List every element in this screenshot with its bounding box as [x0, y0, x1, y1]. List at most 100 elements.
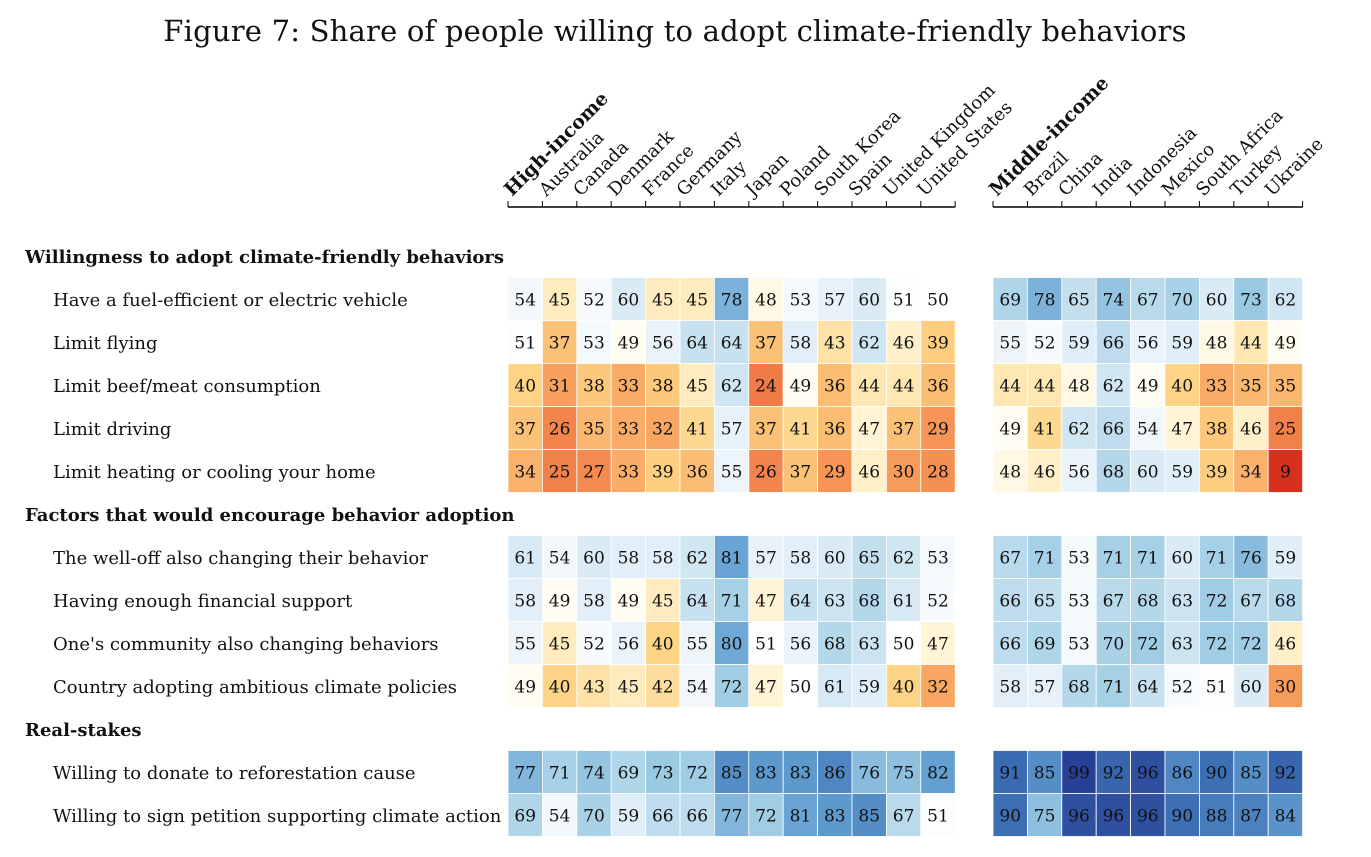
- cell-value: 44: [999, 377, 1021, 397]
- cell-value: 54: [549, 549, 571, 569]
- cell-value: 68: [824, 635, 846, 655]
- heatmap-cell: [817, 793, 853, 837]
- heatmap-cell: [1130, 621, 1166, 665]
- cell-value: 83: [824, 807, 846, 827]
- heatmap-cell: [645, 277, 681, 321]
- cell-value: 41: [790, 420, 812, 440]
- heatmap-cell: [1130, 664, 1166, 708]
- heatmap-cell: [679, 320, 715, 364]
- heatmap-cell: [507, 449, 543, 493]
- heatmap-cell: [851, 406, 887, 450]
- cell-value: 32: [652, 420, 674, 440]
- cell-value: 60: [1171, 549, 1193, 569]
- row-label: Have a fuel-efficient or electric vehicl…: [53, 290, 408, 311]
- cell-value: 90: [1171, 807, 1193, 827]
- cell-value: 66: [686, 807, 708, 827]
- cell-value: 49: [1137, 377, 1159, 397]
- heatmap-cell: [1027, 664, 1063, 708]
- cell-value: 35: [583, 420, 605, 440]
- row-label: Limit beef/meat consumption: [53, 376, 321, 397]
- heatmap-cell: [679, 277, 715, 321]
- cell-value: 72: [755, 807, 777, 827]
- heatmap-cell: [1199, 578, 1235, 622]
- cell-value: 81: [790, 807, 812, 827]
- heatmap-cell: [992, 750, 1028, 794]
- cell-value: 71: [1103, 549, 1125, 569]
- cell-value: 73: [652, 764, 674, 784]
- heatmap-cell: [1130, 535, 1166, 579]
- cell-value: 51: [755, 635, 777, 655]
- heatmap-cell: [920, 449, 956, 493]
- cell-value: 80: [721, 635, 743, 655]
- cell-value: 66: [652, 807, 674, 827]
- row-label: One's community also changing behaviors: [53, 634, 439, 655]
- cell-value: 56: [790, 635, 812, 655]
- cell-value: 72: [1206, 592, 1228, 612]
- cell-value: 37: [549, 334, 571, 354]
- heatmap-cell: [576, 363, 612, 407]
- cell-value: 49: [618, 334, 640, 354]
- cell-value: 78: [721, 291, 743, 311]
- cell-value: 36: [686, 463, 708, 483]
- heatmap-cell: [1267, 406, 1303, 450]
- cell-value: 72: [1240, 635, 1262, 655]
- cell-value: 56: [1068, 463, 1090, 483]
- cell-value: 99: [1068, 764, 1090, 784]
- cell-value: 82: [927, 764, 949, 784]
- heatmap-cell: [817, 664, 853, 708]
- cell-value: 47: [755, 592, 777, 612]
- cell-value: 45: [652, 592, 674, 612]
- cell-value: 49: [514, 678, 536, 698]
- heatmap-cell: [748, 793, 784, 837]
- heatmap-cell: [1199, 277, 1235, 321]
- cell-value: 61: [824, 678, 846, 698]
- heatmap-cell: [645, 578, 681, 622]
- cell-value: 63: [824, 592, 846, 612]
- cell-value: 88: [1206, 807, 1228, 827]
- cell-value: 62: [1068, 420, 1090, 440]
- row-label: Limit flying: [53, 333, 158, 354]
- heatmap-cell: [507, 320, 543, 364]
- cell-value: 59: [1171, 463, 1193, 483]
- heatmap-cell: [1027, 406, 1063, 450]
- cell-value: 59: [858, 678, 880, 698]
- heatmap-cell: [851, 449, 887, 493]
- cell-value: 53: [1068, 549, 1090, 569]
- cell-value: 62: [1275, 291, 1297, 311]
- cell-value: 59: [1068, 334, 1090, 354]
- cell-value: 52: [583, 291, 605, 311]
- heatmap-cell: [886, 664, 922, 708]
- heatmap-cell: [992, 320, 1028, 364]
- cell-value: 34: [1240, 463, 1262, 483]
- cell-value: 49: [618, 592, 640, 612]
- section-label: Real-stakes: [25, 720, 142, 741]
- heatmap-cell: [1061, 535, 1097, 579]
- cell-value: 60: [583, 549, 605, 569]
- cell-value: 60: [1206, 291, 1228, 311]
- cell-value: 67: [1103, 592, 1125, 612]
- cell-value: 52: [927, 592, 949, 612]
- heatmap-cell: [817, 535, 853, 579]
- heatmap-cell: [992, 363, 1028, 407]
- cell-value: 58: [790, 334, 812, 354]
- cell-value: 24: [755, 377, 777, 397]
- heatmap-cell: [1095, 664, 1131, 708]
- heatmap-cell: [748, 664, 784, 708]
- heatmap-cell: [817, 449, 853, 493]
- cell-value: 60: [1240, 678, 1262, 698]
- heatmap-cell: [886, 793, 922, 837]
- heatmap-cell: [714, 664, 750, 708]
- cell-value: 68: [1137, 592, 1159, 612]
- cell-value: 30: [893, 463, 915, 483]
- heatmap-cell: [1164, 363, 1200, 407]
- cell-value: 58: [790, 549, 812, 569]
- cell-value: 53: [1068, 592, 1090, 612]
- heatmap-cell: [851, 750, 887, 794]
- cell-value: 42: [652, 678, 674, 698]
- cell-value: 58: [652, 549, 674, 569]
- cell-value: 52: [1034, 334, 1056, 354]
- heatmap-cell: [1130, 406, 1166, 450]
- cell-value: 62: [686, 549, 708, 569]
- row-label: Willing to donate to reforestation cause: [53, 763, 416, 784]
